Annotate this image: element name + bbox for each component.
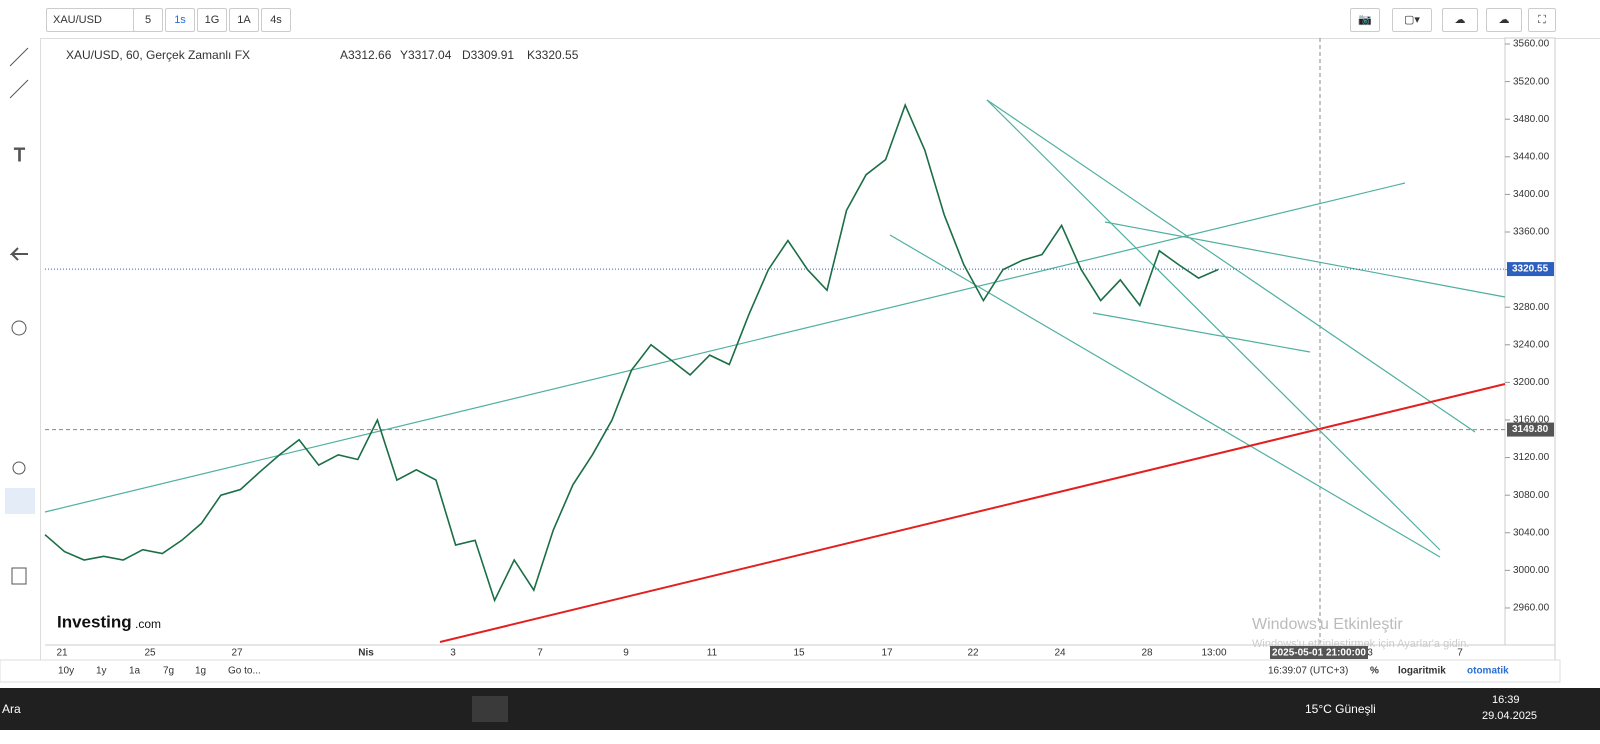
- period-button[interactable]: Go to...: [228, 666, 261, 677]
- x-tick-label: 9: [623, 648, 629, 659]
- y-tick-label: 3440.00: [1513, 151, 1550, 162]
- y-tick-label: 3280.00: [1513, 302, 1550, 313]
- price-axis: [1504, 37, 1556, 646]
- interval-button[interactable]: 1A: [229, 8, 259, 32]
- top-toolbar: XAU/USD 5 1s 1G 1A 4s 📷 ▢▾ ☁ ☁ ⛶: [0, 0, 1600, 39]
- y-tick-label: 3120.00: [1513, 452, 1550, 463]
- x-tick-label: 22: [967, 648, 979, 659]
- interval-button[interactable]: 4s: [261, 8, 291, 32]
- legend-title: XAU/USD, 60, Gerçek Zamanlı FX: [66, 48, 250, 62]
- interval-button[interactable]: 1G: [197, 8, 227, 32]
- search[interactable]: Ara: [2, 702, 21, 716]
- watermark-suffix: .com: [135, 617, 161, 631]
- y-tick-label: 3040.00: [1513, 527, 1550, 538]
- scale-button[interactable]: otomatik: [1467, 666, 1509, 677]
- x-tick-label: 24: [1054, 648, 1066, 659]
- x-tick-label: 21: [56, 648, 68, 659]
- cloud-save[interactable]: ☁: [1486, 8, 1522, 32]
- color-button[interactable]: ▢▾: [1392, 8, 1432, 32]
- x-tick-label: 3: [1367, 648, 1373, 659]
- trend-line: [1104, 221, 1506, 298]
- scale-button[interactable]: %: [1370, 666, 1379, 677]
- tool-eye[interactable]: [12, 461, 26, 475]
- x-tick-label: 7: [1457, 648, 1463, 659]
- legend-high: Y3317.04: [400, 48, 452, 62]
- trend-line: [986, 99, 1441, 551]
- y-tick-label: 2960.00: [1513, 603, 1550, 614]
- app-icon[interactable]: [472, 696, 508, 722]
- bottom-bar: [0, 659, 1561, 683]
- y-tick-label: 3200.00: [1513, 377, 1550, 388]
- x-tick-label: 11: [707, 648, 718, 659]
- y-tick-label: 3080.00: [1513, 490, 1550, 501]
- x-tick-label: 13:00: [1201, 648, 1226, 659]
- period-button[interactable]: 1a: [129, 666, 141, 677]
- crosshair-tag-bg: [1270, 646, 1368, 659]
- time[interactable]: 16:39: [1492, 694, 1520, 706]
- x-tick-label: 17: [881, 648, 893, 659]
- symbol-box[interactable]: XAU/USD: [46, 8, 136, 32]
- weather[interactable]: 15°C Güneşli: [1305, 702, 1376, 716]
- clock: 16:39:07 (UTC+3): [1268, 666, 1348, 677]
- y-tick-label: 3160.00: [1513, 415, 1550, 426]
- legend-low: D3309.91: [462, 48, 514, 62]
- price-tag: 3320.55: [1512, 264, 1549, 275]
- left-toolbar: T: [0, 8, 41, 678]
- tool-line[interactable]: [9, 47, 29, 67]
- trend-line: [889, 234, 1441, 558]
- y-tick-label: 3400.00: [1513, 189, 1550, 200]
- support-line: [439, 383, 1506, 643]
- y-tick-label: 3000.00: [1513, 565, 1550, 576]
- legend-open: A3312.66: [340, 48, 392, 62]
- interval-button[interactable]: 5: [133, 8, 163, 32]
- taskbar: Ara 15°C Güneşli 16:39 29.04.2025: [0, 688, 1600, 730]
- x-tick-label: Nis: [358, 648, 374, 659]
- crosshair-date: 2025-05-01 21:00:00: [1272, 648, 1366, 659]
- x-tick-label: 28: [1141, 648, 1153, 659]
- interval-button[interactable]: 1s: [165, 8, 195, 32]
- price-line-series: [44, 102, 1219, 603]
- x-tick-label: 3: [450, 648, 456, 659]
- y-tick-label: 3240.00: [1513, 339, 1550, 350]
- trend-line: [44, 182, 1406, 513]
- tool-zoom[interactable]: [11, 320, 27, 336]
- tool-back[interactable]: [9, 247, 28, 261]
- tool-text[interactable]: T: [14, 144, 26, 165]
- period-button[interactable]: 10y: [58, 666, 74, 677]
- x-tick-label: 27: [231, 648, 243, 659]
- y-tick-label: 3360.00: [1513, 227, 1550, 238]
- period-button[interactable]: 1y: [96, 666, 107, 677]
- tool-icons: T: [5, 8, 35, 585]
- price-tag: 3149.80: [1512, 424, 1549, 435]
- watermark-brand: Investing: [57, 612, 132, 631]
- y-tick-label: 3480.00: [1513, 114, 1550, 125]
- camera-button[interactable]: 📷: [1350, 8, 1380, 32]
- x-tick-label: 25: [144, 648, 156, 659]
- period-button[interactable]: 7g: [163, 666, 174, 677]
- cloud-load[interactable]: ☁: [1442, 8, 1478, 32]
- y-tick-label: 3560.00: [1513, 39, 1550, 50]
- trend-line: [986, 99, 1476, 433]
- fullscreen[interactable]: ⛶: [1528, 8, 1556, 32]
- y-tick-label: 3520.00: [1513, 76, 1550, 87]
- period-button[interactable]: 1g: [195, 666, 206, 677]
- legend-close: K3320.55: [527, 48, 579, 62]
- trend-lines: [44, 99, 1506, 558]
- tool-trash[interactable]: [11, 567, 27, 585]
- price-tag-bg: [1507, 262, 1554, 277]
- scale-button[interactable]: logaritmik: [1398, 666, 1446, 677]
- x-tick-label: 7: [537, 648, 543, 659]
- activation-title: Windows'u Etkinleştir: [1252, 616, 1403, 633]
- tool-fib[interactable]: [9, 79, 29, 99]
- date[interactable]: 29.04.2025: [1482, 710, 1538, 722]
- trend-line: [1092, 312, 1311, 353]
- tool-link[interactable]: [5, 488, 35, 514]
- chart: XAU/USD, 60, Gerçek Zamanlı FX A3312.66 …: [0, 37, 1561, 683]
- x-tick-label: 15: [793, 648, 805, 659]
- price-tag-bg: [1507, 422, 1554, 437]
